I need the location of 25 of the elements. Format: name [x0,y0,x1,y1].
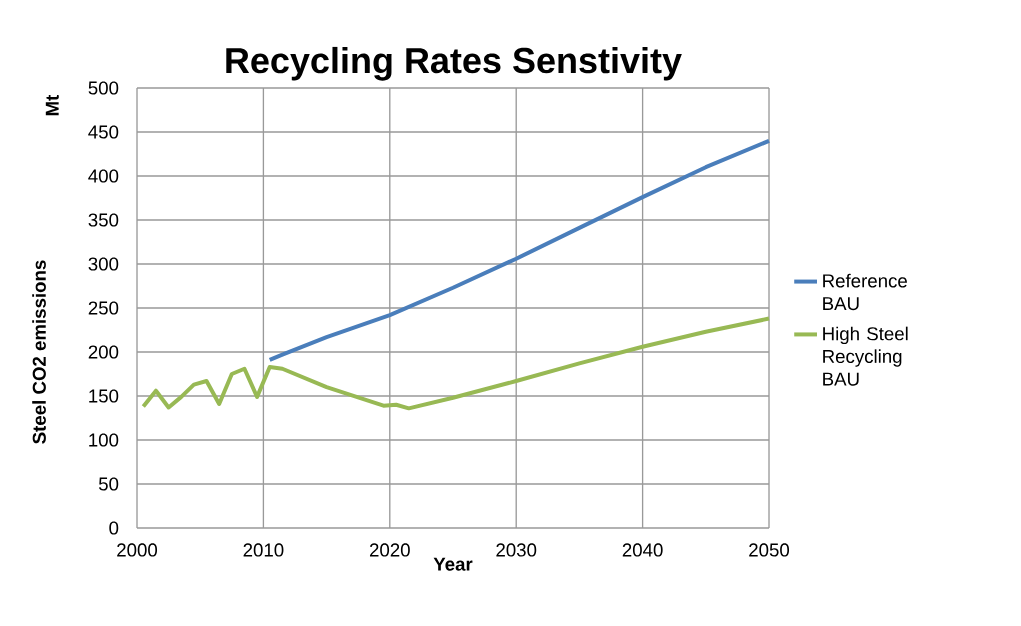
y-tick-label: 400 [88,169,119,183]
y-tick-label: 200 [88,345,119,359]
x-tick-label: 2020 [369,543,410,557]
chart-title: Recycling Rates Senstivity [226,46,682,81]
x-tick-label: 2010 [243,543,284,557]
y-tick-label: 300 [88,257,119,271]
legend-label: Reference BAU [823,273,907,311]
legend-label: High Steel Recycling BAU [823,326,908,386]
y-tick-label: 450 [88,125,119,139]
line-series [267,138,772,362]
x-tick-label: 2030 [496,543,537,557]
y-tick-label: 100 [89,433,119,447]
line-series [141,316,772,411]
x-tick-label: 2040 [622,543,663,557]
y-tick-label: 150 [89,389,119,403]
y-tick-label: 350 [88,213,119,227]
x-tick-label: 2050 [749,543,790,557]
x-axis-title: Year [433,557,473,571]
y-tick-label: 50 [98,477,119,491]
y-tick-label: 250 [88,301,119,315]
x-tick-label: 2000 [117,543,158,557]
y-axis-title: Steel CO2 emissions [32,260,46,444]
text: Mt [45,94,59,116]
y-tick-label: 0 [109,521,119,535]
y-tick-label: 500 [88,81,119,95]
